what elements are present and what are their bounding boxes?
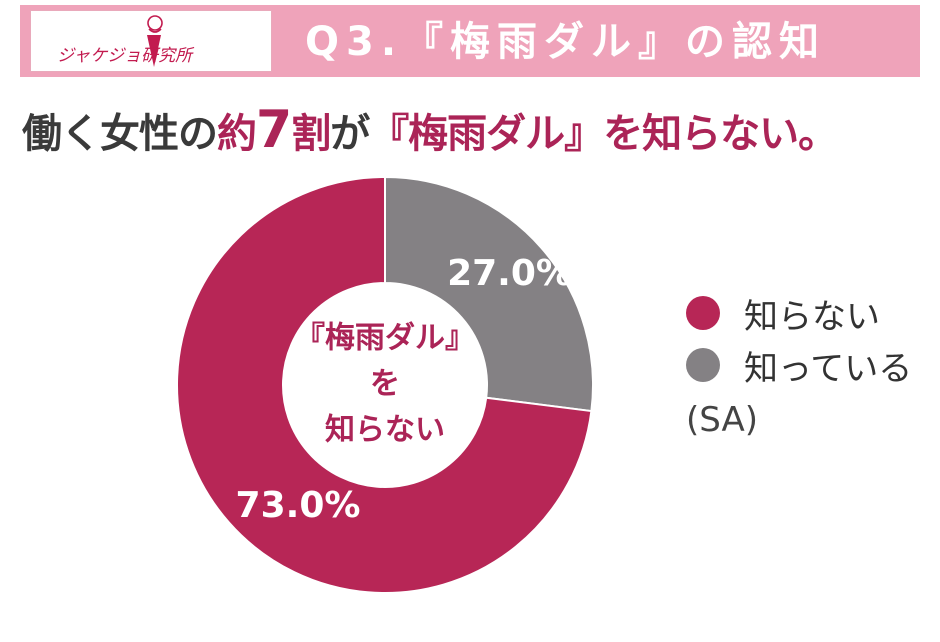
headline-part-4: 割 <box>291 111 331 157</box>
donut-label-unaware: 73.0% <box>236 485 361 526</box>
donut-center-text-line-3: 知らない <box>325 413 445 448</box>
headline-part-6: 『梅雨ダル』 <box>369 111 604 157</box>
donut-slice-aware <box>384 175 594 413</box>
headline-part-5: が <box>330 111 370 157</box>
headline-part-1: 働く女性の <box>22 111 218 157</box>
legend-item-unaware: 知らない <box>686 287 912 339</box>
legend-label-aware: 知っている <box>744 348 913 389</box>
legend-item-aware: 知っている <box>686 339 912 391</box>
legend-label-unaware: 知らない <box>744 296 880 337</box>
logo-figure-icon <box>147 15 163 67</box>
headline-part-7: を知らない。 <box>603 111 838 157</box>
donut-label-aware: 27.0% <box>447 253 572 294</box>
legend: 知らない 知っている <box>686 287 912 391</box>
headline: 働く女性の約7割が『梅雨ダル』を知らない。 <box>22 100 838 160</box>
logo: ジャケジョ研究所 <box>30 10 272 72</box>
legend-swatch-aware <box>686 348 720 382</box>
question-title: Q3.『梅雨ダル』の認知 <box>305 19 827 65</box>
donut-center-text-line-1: 『梅雨ダル』 <box>295 321 475 356</box>
headline-part-3: 7 <box>256 100 292 160</box>
legend-swatch-unaware <box>686 296 720 330</box>
logo-text: ジャケジョ研究所 <box>57 46 193 66</box>
donut-center-text-line-2: を <box>370 367 400 402</box>
donut-slice-unaware <box>176 175 593 594</box>
headline-part-2: 約 <box>217 111 257 157</box>
answer-type-note: (SA) <box>686 400 759 440</box>
